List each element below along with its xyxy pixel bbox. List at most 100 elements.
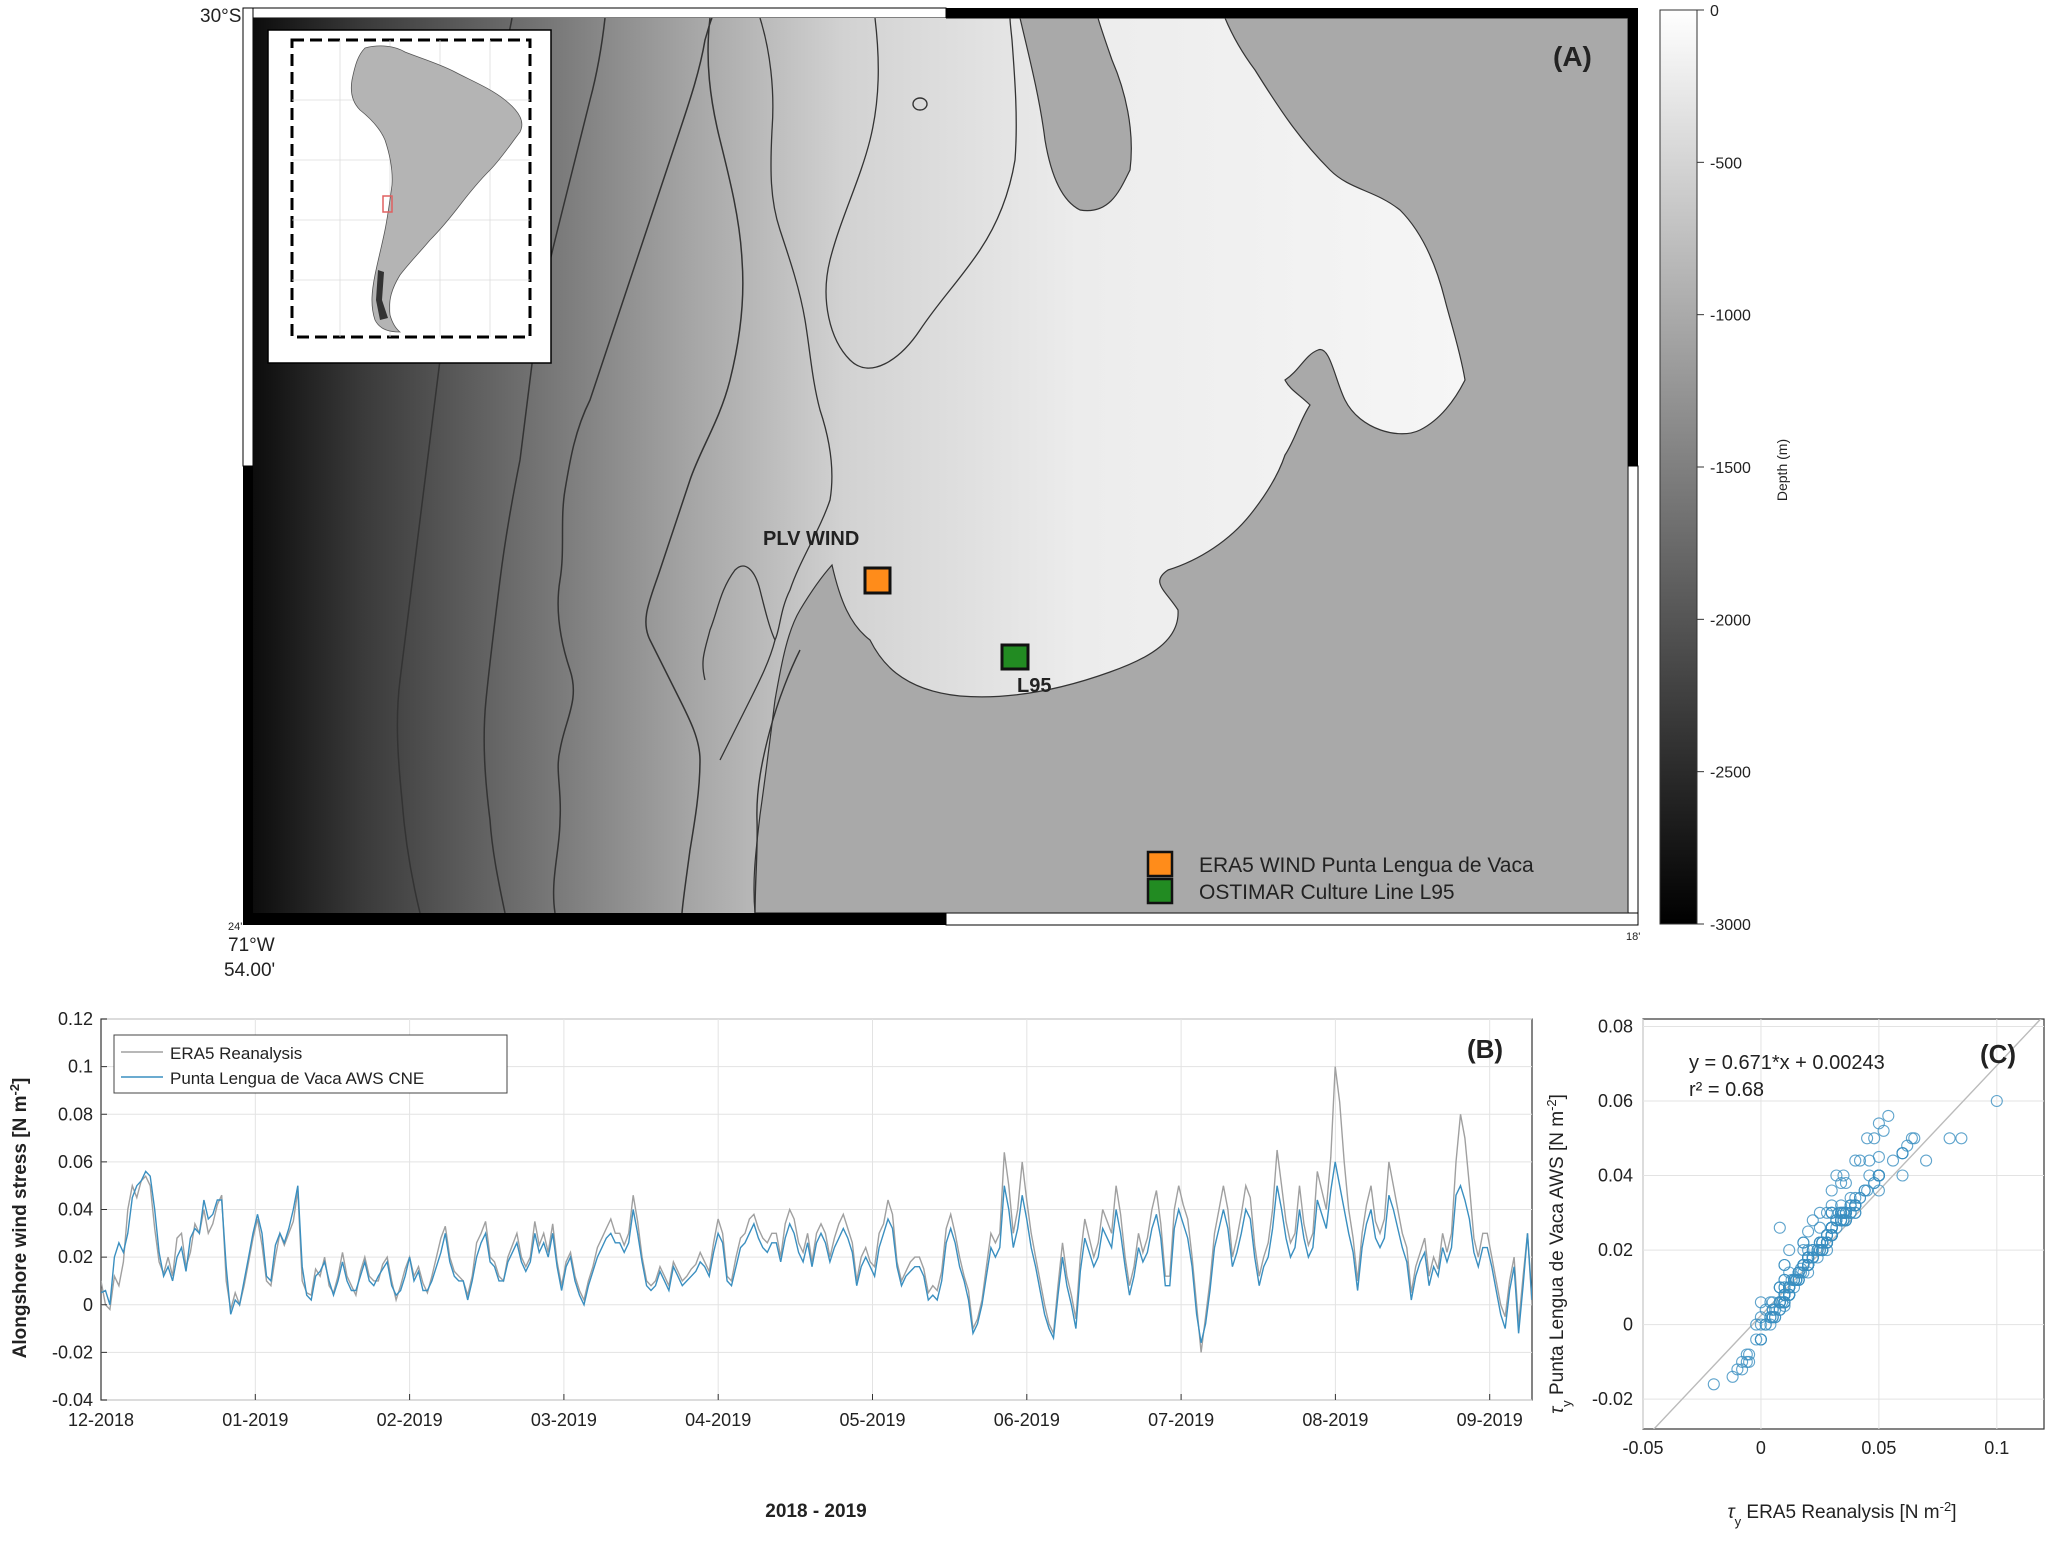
- y-tick-label: -0.02: [52, 1342, 93, 1362]
- l95-marker: [1000, 643, 1030, 671]
- scatter-point: [1754, 1318, 1767, 1331]
- legend-box: [113, 1034, 508, 1094]
- corner-label-br: 18': [1626, 931, 1640, 943]
- scatter-point: [1825, 1199, 1838, 1212]
- legend-label-era5-series: ERA5 Reanalysis: [170, 1044, 302, 1063]
- scatter-point: [1802, 1258, 1815, 1272]
- frame-bar-bottom-left: [253, 913, 946, 925]
- scatter-point: [1736, 1355, 1749, 1368]
- scatter-point: [1766, 1311, 1779, 1324]
- timeseries-legend: ERA5 Reanalysis Punta Lengua de Vaca AWS…: [113, 1034, 508, 1094]
- scatter-point: [1839, 1214, 1852, 1227]
- y-tick-label: 0.02: [58, 1247, 93, 1267]
- y-tick-label: 0.04: [1598, 1166, 1633, 1186]
- x-tick-label: -0.05: [1622, 1438, 1663, 1458]
- panel-a-label: (A): [1553, 41, 1592, 72]
- panel-b-label: (B): [1467, 1034, 1503, 1064]
- y-tick-label: 0.06: [58, 1152, 93, 1172]
- frame-bar-left-bottom: [243, 466, 253, 925]
- scatter-point: [1886, 1154, 1900, 1167]
- land: [753, 18, 1628, 913]
- scatter-point: [1766, 1296, 1779, 1309]
- scatter-point: [1743, 1355, 1756, 1368]
- colorbar-tick-label: -3000: [1710, 917, 1751, 934]
- x-tick-label: 0.05: [1861, 1438, 1896, 1458]
- scatter-point: [1872, 1169, 1885, 1182]
- map-panel: PLV WIND L95 (A) ERA5 WIND Punta Lengua …: [200, 3, 1790, 981]
- scatter-point: [1736, 1363, 1749, 1376]
- contour-line: [825, 18, 1017, 369]
- scatter-point: [1773, 1221, 1786, 1234]
- x-tick-label: 0.1: [1984, 1438, 2009, 1458]
- colorbar-gradient: [1659, 9, 1698, 925]
- legend-label-era5: ERA5 WIND Punta Lengua de Vaca: [1199, 854, 1534, 877]
- colorbar-tick-label: -500: [1710, 155, 1742, 172]
- scatter-point: [1825, 1184, 1838, 1197]
- scatter-point: [1825, 1229, 1838, 1242]
- y-tick-label: 0: [1623, 1315, 1633, 1335]
- y-tick-label: 0.12: [58, 1009, 93, 1029]
- scatter-xlabel: τy ERA5 Reanalysis [N m-2]: [1728, 1499, 1957, 1529]
- timeseries-xlabel: 2018 - 2019: [765, 1501, 866, 1522]
- scatter-point: [1835, 1176, 1848, 1190]
- scatter-point: [1849, 1154, 1862, 1167]
- scatter-point: [1896, 1147, 1909, 1160]
- scatter-point: [1853, 1154, 1867, 1167]
- panel-c-label: (C): [1980, 1039, 2016, 1069]
- scatter-point: [1896, 1169, 1909, 1182]
- legend-label-aws-series: Punta Lengua de Vaca AWS CNE: [170, 1069, 424, 1088]
- study-area-box: [382, 195, 393, 213]
- scatter-point: [1726, 1370, 1739, 1383]
- frame-bar-right-top: [1628, 8, 1638, 466]
- series-line-era5: [101, 1066, 1532, 1353]
- corner-label-bl: 24': [228, 921, 242, 933]
- scatter-point: [1839, 1176, 1852, 1190]
- y-tick-label: -0.04: [52, 1390, 93, 1410]
- peninsula-top: [1019, 18, 1132, 212]
- inset-map: [267, 29, 552, 364]
- frame-bar-right-bottom: [1627, 465, 1639, 914]
- scatter-point: [1802, 1225, 1815, 1238]
- series-line-aws: [101, 1161, 1532, 1343]
- frame-bar-left-top: [242, 7, 254, 467]
- colorbar-tick-label: -2500: [1710, 765, 1751, 782]
- scatter-point: [1707, 1378, 1720, 1391]
- x-tick-label: 08-2019: [1302, 1410, 1368, 1430]
- colorbar-title: Depth (m): [1774, 439, 1790, 501]
- colorbar-tick-label: -2000: [1710, 612, 1751, 629]
- scatter-point: [1849, 1199, 1862, 1212]
- scatter-point: [1802, 1266, 1815, 1279]
- lon-label: 71°W: [228, 935, 275, 956]
- timeseries-panel: 12-2018 01-2019 02-2019 03-2019 04-2019 05-20…: [7, 1009, 1533, 1522]
- x-tick-label: 09-2019: [1457, 1410, 1523, 1430]
- scatter-point: [1790, 1273, 1803, 1286]
- scatter-point: [1754, 1333, 1767, 1346]
- map-legend: ERA5 WIND Punta Lengua de Vaca OSTIMAR C…: [1146, 850, 1534, 905]
- scatter-point: [1764, 1318, 1777, 1331]
- scatter-point: [1908, 1132, 1921, 1145]
- scatter-point: [1783, 1288, 1796, 1301]
- scatter-point: [1783, 1244, 1796, 1257]
- contour-line: [552, 18, 713, 913]
- frame-bar-bottom-right: [945, 912, 1639, 926]
- south-america-shape: [350, 45, 523, 333]
- scatter-point: [1849, 1206, 1862, 1219]
- x-tick-label: 06-2019: [994, 1410, 1060, 1430]
- timeseries-ylabel: Alongshore wind stress [N m-2]: [7, 1078, 32, 1359]
- y-tick-label: 0.08: [58, 1104, 93, 1124]
- x-tick-label: 12-2018: [68, 1410, 134, 1430]
- scatter-ylabel: τy Punta Lengua de Vaca AWS [N m-2]: [1544, 1094, 1574, 1414]
- x-tick-label: 01-2019: [222, 1410, 288, 1430]
- y-tick-label: 0.06: [1598, 1091, 1633, 1111]
- scatter-point: [1868, 1132, 1881, 1145]
- x-tick-label: 02-2019: [377, 1410, 443, 1430]
- y-tick-label: 0.04: [58, 1200, 93, 1220]
- scatter-point: [1861, 1132, 1874, 1145]
- shelf-contour: [754, 649, 801, 913]
- scatter-point: [1861, 1184, 1874, 1197]
- scatter-point: [1825, 1206, 1838, 1219]
- y-tick-label: 0.02: [1598, 1240, 1633, 1260]
- x-tick-label: 05-2019: [839, 1410, 905, 1430]
- scatter-point: [1990, 1094, 2003, 1108]
- fit-line: [1653, 1019, 2042, 1429]
